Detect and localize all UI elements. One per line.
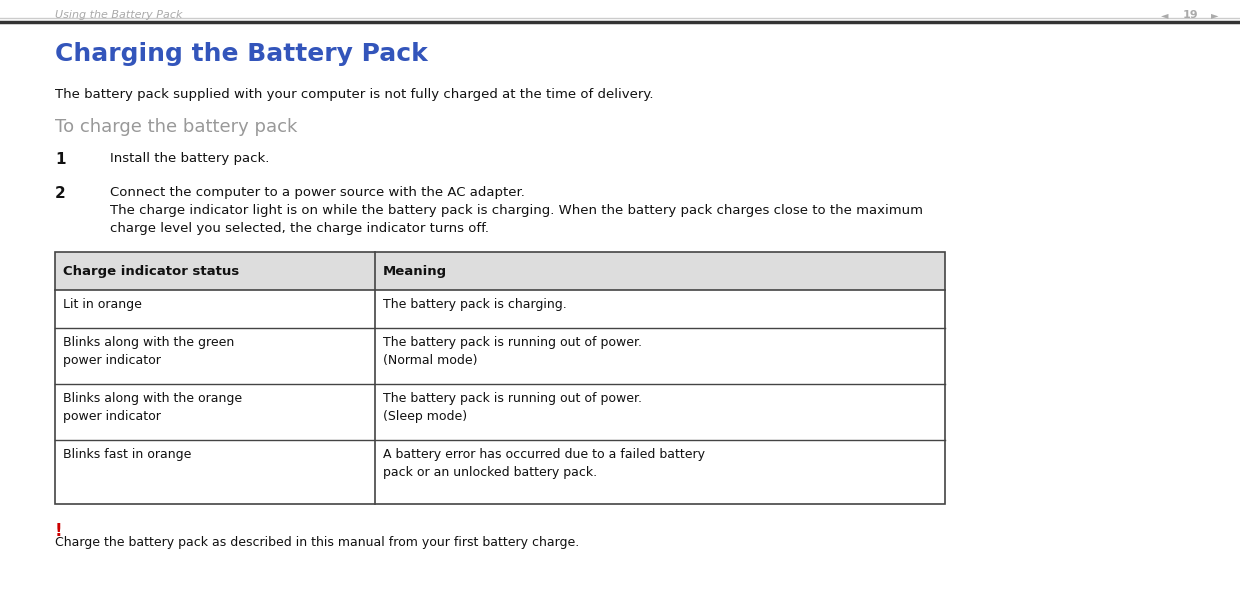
Bar — [55, 384, 945, 440]
Bar — [55, 290, 945, 328]
Bar — [55, 252, 945, 504]
Text: Blinks along with the orange
power indicator: Blinks along with the orange power indic… — [63, 392, 242, 423]
Text: ◄: ◄ — [1161, 10, 1169, 20]
Text: ►: ► — [1211, 10, 1219, 20]
Text: Install the battery pack.: Install the battery pack. — [110, 152, 269, 165]
Text: charge level you selected, the charge indicator turns off.: charge level you selected, the charge in… — [110, 222, 489, 235]
Text: Lit in orange: Lit in orange — [63, 298, 141, 311]
Text: 1: 1 — [55, 152, 66, 167]
Text: Blinks along with the green
power indicator: Blinks along with the green power indica… — [63, 336, 234, 367]
Text: The battery pack is charging.: The battery pack is charging. — [383, 298, 567, 311]
Text: Charge the battery pack as described in this manual from your first battery char: Charge the battery pack as described in … — [55, 536, 579, 549]
Text: Connect the computer to a power source with the AC adapter.: Connect the computer to a power source w… — [110, 186, 525, 199]
Text: Meaning: Meaning — [383, 264, 448, 278]
Bar — [55, 440, 945, 504]
Text: The charge indicator light is on while the battery pack is charging. When the ba: The charge indicator light is on while t… — [110, 204, 923, 217]
Bar — [55, 328, 945, 384]
Text: To charge the battery pack: To charge the battery pack — [55, 118, 298, 136]
Bar — [55, 252, 945, 290]
Text: The battery pack is running out of power.
(Sleep mode): The battery pack is running out of power… — [383, 392, 642, 423]
Text: A battery error has occurred due to a failed battery
pack or an unlocked battery: A battery error has occurred due to a fa… — [383, 448, 706, 479]
Text: The battery pack is running out of power.
(Normal mode): The battery pack is running out of power… — [383, 336, 642, 367]
Text: Charge indicator status: Charge indicator status — [63, 264, 239, 278]
Text: 19: 19 — [1182, 10, 1198, 20]
Text: Blinks fast in orange: Blinks fast in orange — [63, 448, 191, 461]
Text: 2: 2 — [55, 186, 66, 201]
Text: Charging the Battery Pack: Charging the Battery Pack — [55, 42, 428, 66]
Text: Using the Battery Pack: Using the Battery Pack — [55, 10, 182, 20]
Text: The battery pack supplied with your computer is not fully charged at the time of: The battery pack supplied with your comp… — [55, 88, 653, 101]
Text: !: ! — [55, 522, 63, 540]
